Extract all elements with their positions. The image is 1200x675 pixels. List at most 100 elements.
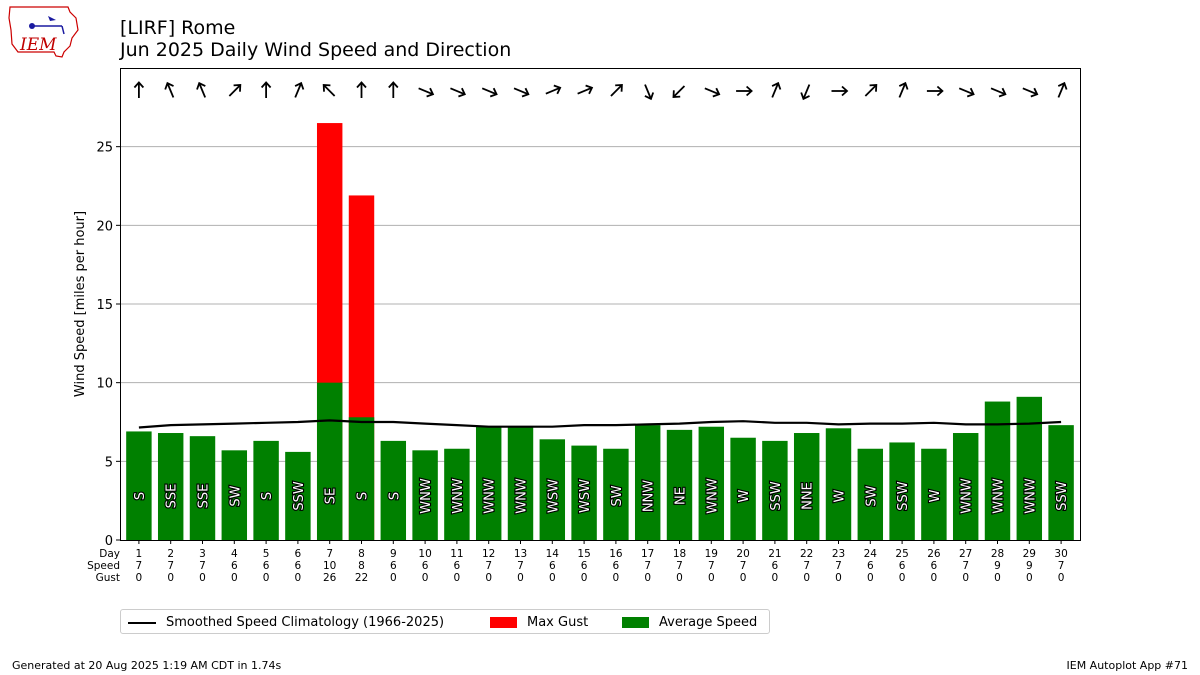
wind-arrow-icon bbox=[196, 81, 207, 98]
wind-arrow-icon bbox=[736, 85, 753, 97]
wind-arrow-icon bbox=[164, 81, 175, 98]
y-axis: 0 5 10 15 20 25 bbox=[96, 141, 120, 549]
direction-label: S bbox=[356, 492, 371, 500]
average-bar bbox=[603, 448, 629, 540]
x-tick-label: 7 bbox=[835, 560, 842, 572]
x-tick-label: 0 bbox=[899, 572, 906, 584]
grid-lines bbox=[120, 146, 1080, 462]
legend-item-gust: Max Gust bbox=[490, 610, 588, 635]
direction-label: WSW bbox=[578, 479, 593, 513]
legend-swatch-average bbox=[622, 617, 649, 628]
legend: Smoothed Speed Climatology (1966-2025) M… bbox=[120, 609, 770, 634]
x-tick-label: 25 bbox=[895, 548, 908, 560]
x-tick-label: 0 bbox=[1026, 572, 1033, 584]
x-tick-label: 6 bbox=[390, 560, 397, 572]
direction-label: SW bbox=[610, 485, 625, 506]
average-bar bbox=[698, 426, 725, 540]
direction-label: SSW bbox=[292, 481, 307, 511]
x-tick-label: 7 bbox=[803, 560, 810, 572]
x-tick-label: 14 bbox=[546, 548, 560, 560]
average-bar bbox=[380, 440, 407, 540]
direction-label: W bbox=[928, 489, 943, 502]
y-axis-label: Wind Speed [miles per hour] bbox=[73, 211, 88, 397]
state-outline-icon bbox=[8, 6, 79, 58]
average-bar bbox=[253, 440, 279, 540]
x-tick-label: 8 bbox=[358, 560, 365, 572]
wind-arrow-icon bbox=[1057, 81, 1068, 98]
wind-arrow-icon bbox=[958, 87, 975, 98]
x-tick-label: 6 bbox=[422, 560, 429, 572]
x-tick-label: 7 bbox=[199, 560, 206, 572]
wind-arrow-icon bbox=[610, 84, 623, 97]
x-tick-label: 6 bbox=[613, 560, 620, 572]
direction-label: S bbox=[387, 492, 402, 500]
x-tick-label: 3 bbox=[199, 548, 206, 560]
wind-arrow-icon bbox=[771, 81, 782, 98]
direction-label: WNW bbox=[705, 478, 720, 514]
x-tick-label: 7 bbox=[136, 560, 143, 572]
average-bar bbox=[666, 429, 693, 540]
x-tick-label: 7 bbox=[644, 560, 651, 572]
average-bar bbox=[825, 428, 852, 540]
climatology-polyline bbox=[138, 419, 1062, 429]
x-tick-label: 0 bbox=[454, 572, 461, 584]
y-tick-label: 15 bbox=[96, 298, 113, 313]
direction-label: NE bbox=[674, 487, 689, 505]
average-bar bbox=[189, 436, 216, 540]
wind-arrow-icon bbox=[831, 85, 849, 97]
x-tick-label: 20 bbox=[736, 548, 749, 560]
legend-label-climatology: Smoothed Speed Climatology (1966-2025) bbox=[166, 615, 445, 630]
average-bar bbox=[952, 433, 979, 540]
direction-label: WNW bbox=[515, 478, 530, 514]
x-tick-label: 22 bbox=[355, 572, 368, 584]
x-tick-label: 0 bbox=[295, 572, 302, 584]
wind-arrow-icon bbox=[864, 84, 878, 97]
direction-label: SE bbox=[324, 488, 339, 504]
x-tick-label: 0 bbox=[931, 572, 938, 584]
direction-label: W bbox=[737, 489, 752, 502]
average-bar bbox=[793, 433, 820, 540]
x-tick-label: 17 bbox=[641, 548, 654, 560]
x-tick-label: 0 bbox=[676, 572, 683, 584]
x-tick-label: 22 bbox=[800, 548, 813, 560]
average-bar bbox=[984, 401, 1011, 540]
average-bar bbox=[857, 448, 884, 540]
wind-arrow-icon bbox=[356, 81, 367, 98]
direction-label: S bbox=[260, 492, 275, 500]
x-tick-label: 6 bbox=[263, 560, 270, 572]
wind-arrow-icon bbox=[513, 87, 530, 98]
direction-label: SW bbox=[228, 485, 243, 506]
legend-swatch-line bbox=[128, 621, 156, 624]
y-tick-label: 5 bbox=[105, 455, 113, 470]
wind-chart: S SSE SSE SW S SSW SE S S WNW WNW WNW WNW WSW WSW SW NNW… bbox=[73, 68, 1081, 584]
wind-arrow-icon bbox=[672, 85, 686, 98]
direction-label: S bbox=[133, 492, 148, 500]
x-tick-label: 24 bbox=[864, 548, 878, 560]
y-tick-label: 0 bbox=[105, 534, 113, 549]
x-tick-label: 6 bbox=[295, 560, 302, 572]
chart-title: Jun 2025 Daily Wind Speed and Direction bbox=[120, 39, 512, 61]
average-bar bbox=[126, 431, 152, 540]
x-tick-label: 0 bbox=[199, 572, 206, 584]
x-tick-label: 16 bbox=[609, 548, 623, 560]
x-tick-label: 8 bbox=[358, 548, 365, 560]
x-tick-label: 0 bbox=[231, 572, 238, 584]
climatology-line bbox=[138, 419, 1062, 429]
x-tick-label: 1 bbox=[136, 548, 143, 560]
x-tick-label: 30 bbox=[1054, 548, 1067, 560]
wind-arrow-icon bbox=[800, 84, 811, 101]
x-tick-label: 6 bbox=[931, 560, 938, 572]
logo-text: IEM bbox=[19, 35, 57, 55]
x-tick-label: 0 bbox=[390, 572, 397, 584]
chart-title-station: [LIRF] Rome bbox=[120, 17, 236, 39]
x-tick-label: 0 bbox=[708, 572, 715, 584]
wind-arrow-icon bbox=[450, 87, 466, 98]
y-tick-label: 20 bbox=[96, 219, 113, 234]
average-bar bbox=[475, 426, 502, 540]
direction-label: NNW bbox=[642, 480, 657, 512]
x-tick-label: 12 bbox=[482, 548, 495, 560]
x-tick-label: 0 bbox=[803, 572, 810, 584]
wind-arrow-icon bbox=[644, 84, 655, 101]
direction-label: WNW bbox=[483, 478, 498, 514]
direction-label: SSW bbox=[896, 481, 911, 511]
